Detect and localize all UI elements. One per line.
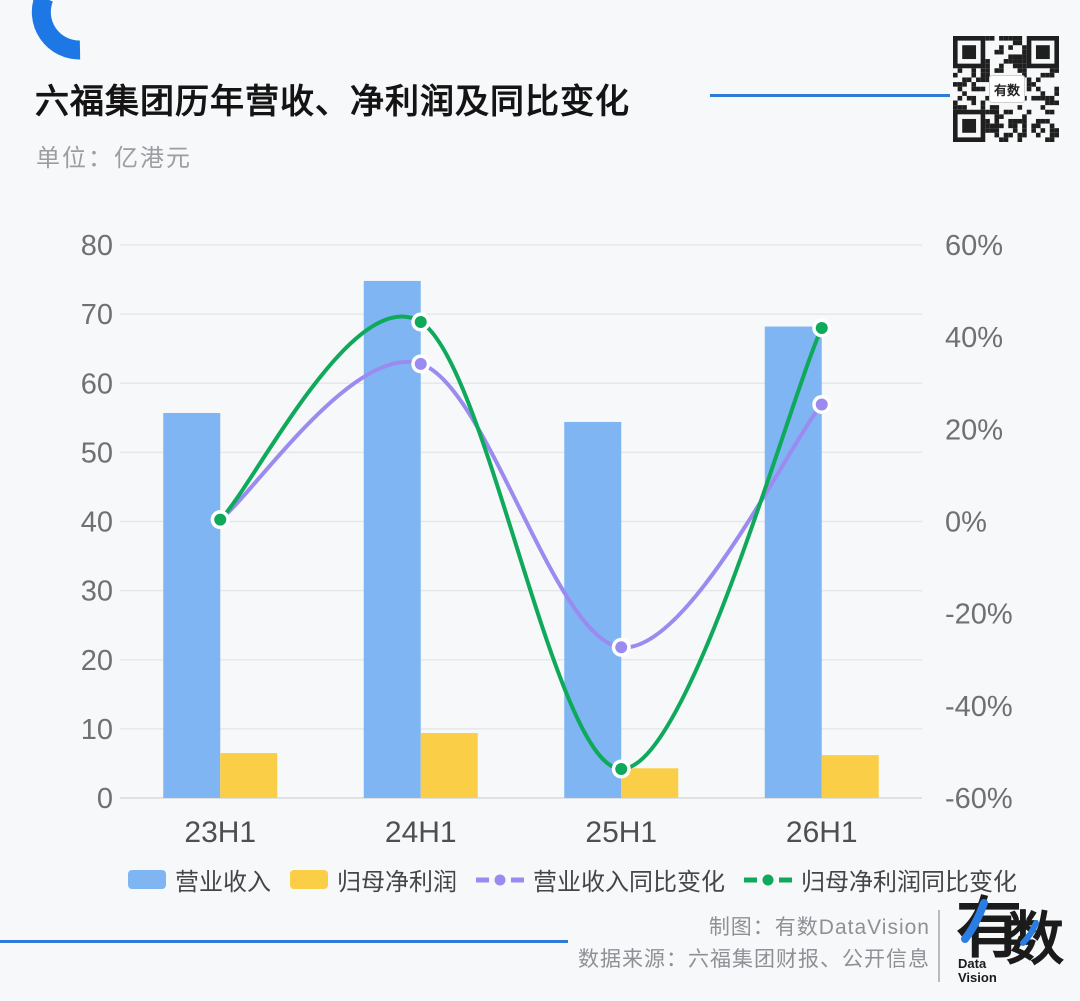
- data-source: 数据来源：六福集团财报、公开信息: [578, 948, 930, 971]
- right-axis-tick-label: 20%: [945, 414, 1003, 446]
- legend-label: 营业收入同比变化: [533, 869, 725, 896]
- brand-arc-logo: [31, 0, 81, 60]
- chart-legend: 营业收入 归母净利润 营业收入同比变化 归母净利润同比变化: [128, 862, 1017, 897]
- x-axis-category-label: 24H1: [385, 816, 457, 849]
- net-profit-bar: [220, 753, 278, 798]
- net-profit-bar-swatch: [290, 870, 328, 889]
- net-profit-yoy-line-swatch: [744, 874, 792, 885]
- footer-divider: [938, 910, 940, 982]
- net-profit-bar: [821, 755, 879, 798]
- legend-label: 归母净利润同比变化: [801, 869, 1017, 896]
- left-axis-tick-label: 60: [81, 368, 113, 400]
- legend-label: 归母净利润: [337, 869, 457, 896]
- revenue-bar: [363, 280, 421, 798]
- chart-credit: 制图：有数DataVision: [708, 916, 930, 939]
- legend-label: 营业收入: [175, 869, 271, 896]
- left-axis-tick-label: 10: [81, 714, 113, 746]
- net-profit-yoy-line: [218, 314, 824, 771]
- x-axis-category-label: 26H1: [786, 816, 858, 849]
- left-axis-tick-label: 50: [81, 437, 113, 469]
- net-profit-bar: [621, 768, 679, 798]
- footer-credits: 制图：有数DataVision 数据来源：六福集团财报、公开信息: [578, 912, 930, 976]
- logo-char-you: 有: [956, 891, 1022, 965]
- left-axis-tick-label: 30: [81, 576, 113, 608]
- combo-chart: 80 70 60 50 40 30 20 10 0 60% 40% 20% 0% -20% -40% -60%…: [81, 230, 1013, 849]
- right-axis-tick-label: 60%: [945, 230, 1003, 262]
- revenue-yoy-line-swatch: [476, 874, 524, 885]
- qr-center-label: 有数: [989, 75, 1025, 103]
- logo-blue-accents: [961, 899, 1039, 946]
- right-axis-tick-label: 40%: [945, 322, 1003, 354]
- revenue-bar: [764, 326, 822, 798]
- data-point-marker: [615, 641, 628, 654]
- left-axis-tick-label: 0: [97, 783, 113, 815]
- left-axis-tick-label: 20: [81, 645, 113, 677]
- data-point-marker: [414, 315, 427, 328]
- x-axis-category-label: 23H1: [184, 816, 256, 849]
- legend-item-revenue-yoy: 营业收入同比变化: [476, 862, 725, 897]
- logo-subtext: Data Vision: [958, 956, 997, 985]
- revenue-bar: [163, 412, 221, 798]
- datavision-logo: 有 数 Data Vision: [948, 893, 1072, 995]
- net-profit-bar: [420, 733, 478, 798]
- qr-code: [953, 36, 1059, 142]
- left-axis-tick-label: 80: [81, 230, 113, 262]
- data-point-marker: [815, 398, 828, 411]
- data-point-marker: [615, 762, 628, 775]
- right-axis-tick-label: 0%: [945, 507, 987, 539]
- right-axis-tick-label: -40%: [945, 691, 1013, 723]
- left-axis-tick-label: 70: [81, 299, 113, 331]
- footer-accent-rule: [0, 940, 568, 943]
- left-axis-tick-label: 40: [81, 507, 113, 539]
- data-point-marker: [414, 357, 427, 370]
- page-title: 六福集团历年营收、净利润及同比变化: [35, 83, 630, 121]
- logo-char-shu: 数: [1006, 907, 1065, 972]
- legend-item-net-profit: 归母净利润: [290, 862, 457, 897]
- unit-label: 单位：亿港元: [36, 145, 192, 172]
- x-axis-category-label: 25H1: [585, 816, 657, 849]
- revenue-yoy-line: [219, 359, 824, 650]
- data-point-marker: [815, 321, 828, 334]
- right-axis-tick-label: -60%: [945, 783, 1013, 815]
- data-point-marker: [214, 513, 227, 526]
- revenue-bar-swatch: [128, 870, 166, 889]
- title-underline: [710, 94, 950, 97]
- right-axis-tick-label: -20%: [945, 599, 1013, 631]
- revenue-bar: [564, 421, 622, 798]
- legend-item-revenue: 营业收入: [128, 862, 271, 897]
- legend-item-net-profit-yoy: 归母净利润同比变化: [744, 862, 1017, 897]
